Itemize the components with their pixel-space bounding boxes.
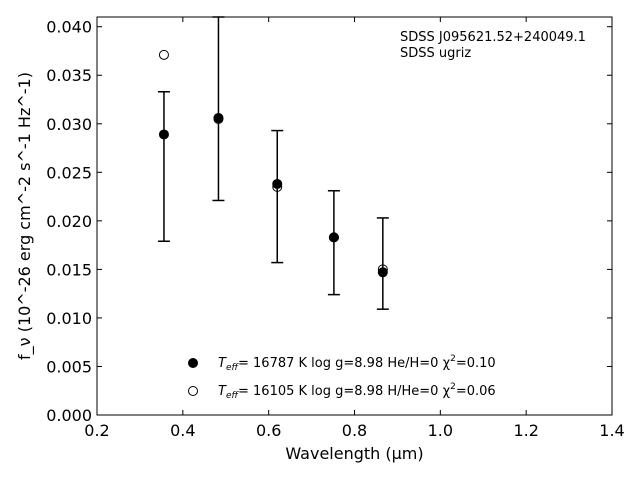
y-tick-label: 0.000 [46, 406, 92, 425]
x-tick-label: 1.4 [599, 421, 624, 440]
data-point-filled [377, 267, 388, 278]
y-tick-label: 0.030 [46, 115, 92, 134]
x-axis-label: Wavelength (μm) [285, 444, 423, 463]
data-point-open [158, 49, 169, 60]
x-tick-label: 1.0 [428, 421, 453, 440]
x-tick-label: 0.6 [256, 421, 281, 440]
x-tick-label: 1.2 [513, 421, 538, 440]
y-tick-label: 0.025 [46, 163, 92, 182]
legend-marker-filled [188, 358, 198, 368]
y-tick-label: 0.040 [46, 18, 92, 37]
error-bars [157, 16, 389, 310]
y-tick-label: 0.020 [46, 212, 92, 231]
y-tick-label: 0.015 [46, 260, 92, 279]
y-tick-label: 0.035 [46, 66, 92, 85]
data-point-filled [158, 129, 169, 140]
legend-label-1: Teff= 16787 K log g=8.98 He/H=0 χ2=0.10 [218, 354, 496, 373]
data-point-open [377, 264, 388, 275]
y-axis-label: f_ν (10^-26 erg cm^-2 s^-1 Hz^-1) [15, 72, 35, 360]
data-point-open [213, 113, 224, 124]
annotation-object-name: SDSS J095621.52+240049.1 [400, 30, 586, 45]
annotation-filter-set: SDSS ugriz [400, 46, 471, 61]
axis-ticks: 0.2 0.4 0.6 0.8 1.0 1.2 1.4 0.000 0.005 0.010 0.01… [46, 17, 625, 440]
legend-marker-open [188, 386, 198, 396]
x-tick-label: 0.8 [342, 421, 367, 440]
legend-label-2: Teff= 16105 K log g=8.98 H/He=0 χ2=0.06 [218, 382, 496, 401]
y-tick-label: 0.010 [46, 309, 92, 328]
y-tick-label: 0.005 [46, 357, 92, 376]
data-point-open [272, 181, 283, 192]
data-point-filled [272, 178, 283, 189]
x-tick-label: 0.2 [84, 421, 109, 440]
x-tick-label: 0.4 [170, 421, 195, 440]
data-points [158, 49, 388, 278]
legend: Teff= 16787 K log g=8.98 He/H=0 χ2=0.10 … [188, 354, 496, 401]
data-point-open [328, 232, 339, 243]
